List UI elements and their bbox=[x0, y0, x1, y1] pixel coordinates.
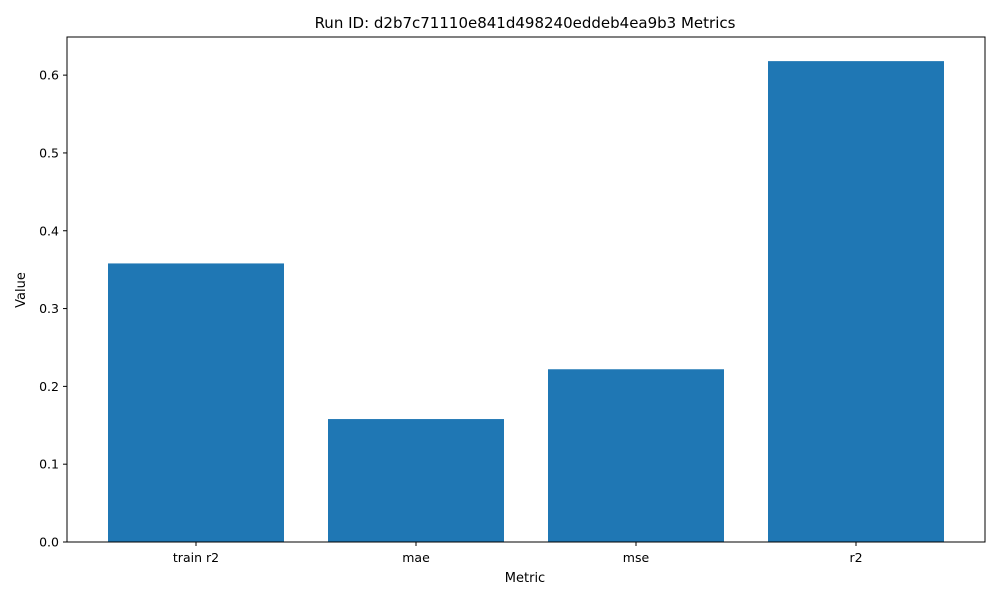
x-tick-label: train r2 bbox=[173, 550, 219, 565]
x-tick-label: r2 bbox=[849, 550, 862, 565]
chart-title: Run ID: d2b7c71110e841d498240eddeb4ea9b3… bbox=[315, 14, 736, 32]
plot-frame bbox=[66, 36, 986, 543]
bar-mse bbox=[548, 369, 724, 542]
bar-r2 bbox=[768, 61, 944, 542]
y-tick-label: 0.1 bbox=[39, 457, 59, 472]
x-axis-ticks: train r2 mae mse r2 bbox=[173, 542, 863, 565]
x-tick-label: mae bbox=[402, 550, 430, 565]
y-tick-label: 0.2 bbox=[39, 379, 59, 394]
y-tick-label: 0.6 bbox=[39, 68, 59, 83]
bars-group bbox=[108, 61, 944, 542]
y-tick-label: 0.3 bbox=[39, 301, 59, 316]
x-tick-label: mse bbox=[623, 550, 650, 565]
bar-train-r2 bbox=[108, 263, 284, 542]
y-tick-label: 0.5 bbox=[39, 145, 59, 160]
y-axis-label: Value bbox=[14, 272, 29, 308]
y-axis-ticks: 0.0 0.1 0.2 0.3 0.4 0.5 0.6 bbox=[39, 68, 67, 550]
x-axis-label: Metric bbox=[505, 571, 545, 586]
y-tick-label: 0.0 bbox=[39, 535, 59, 550]
bar-mae bbox=[328, 419, 504, 542]
y-tick-label: 0.4 bbox=[39, 223, 59, 238]
